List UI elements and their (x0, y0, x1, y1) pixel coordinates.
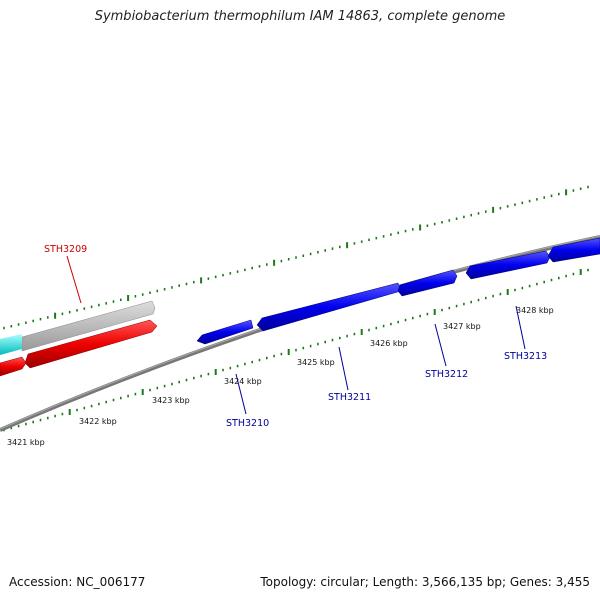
leader-sth3213 (515, 305, 526, 350)
gene-arrow-left-red[interactable] (0, 356, 27, 377)
gene-arrow-right-blue[interactable] (547, 237, 600, 263)
upper-tick-track (3, 185, 589, 330)
scale-label-3422: 3422 kbp (79, 417, 117, 426)
map-title: Symbiobacterium thermophilum IAM 14863, … (94, 9, 506, 24)
leader-sth3209 (66, 255, 82, 304)
scale-label-3425: 3425 kbp (297, 358, 335, 367)
scale-label-3421: 3421 kbp (7, 438, 45, 447)
lower-tick-track (3, 268, 589, 432)
gene-label-sth3213[interactable]: STH3213 (504, 351, 547, 362)
leader-sth3210 (235, 373, 247, 415)
scale-label-3427: 3427 kbp (443, 322, 481, 331)
scale-label-3423: 3423 kbp (152, 396, 190, 405)
genome-summary-text: Topology: circular; Length: 3,566,135 bp… (260, 575, 590, 589)
scale-label-3424: 3424 kbp (224, 377, 262, 386)
gene-arrow-sth3212[interactable] (397, 269, 458, 297)
leader-sth3211 (338, 346, 349, 391)
scale-label-3426: 3426 kbp (370, 339, 408, 348)
gene-arrow-sth3210[interactable] (196, 319, 254, 345)
leader-sth3212 (434, 323, 447, 367)
gene-label-sth3211[interactable]: STH3211 (328, 392, 371, 403)
scale-label-3428: 3428 kbp (516, 306, 554, 315)
other-feature-cyan (0, 334, 22, 355)
accession-text: Accession: NC_006177 (9, 575, 146, 589)
gene-arrow-sth3213[interactable] (465, 250, 551, 280)
gene-arrow-sth3211[interactable] (256, 282, 402, 332)
gene-label-sth3210[interactable]: STH3210 (226, 418, 269, 429)
gene-label-sth3212[interactable]: STH3212 (425, 369, 468, 380)
gene-label-sth3209[interactable]: STH3209 (44, 244, 87, 255)
